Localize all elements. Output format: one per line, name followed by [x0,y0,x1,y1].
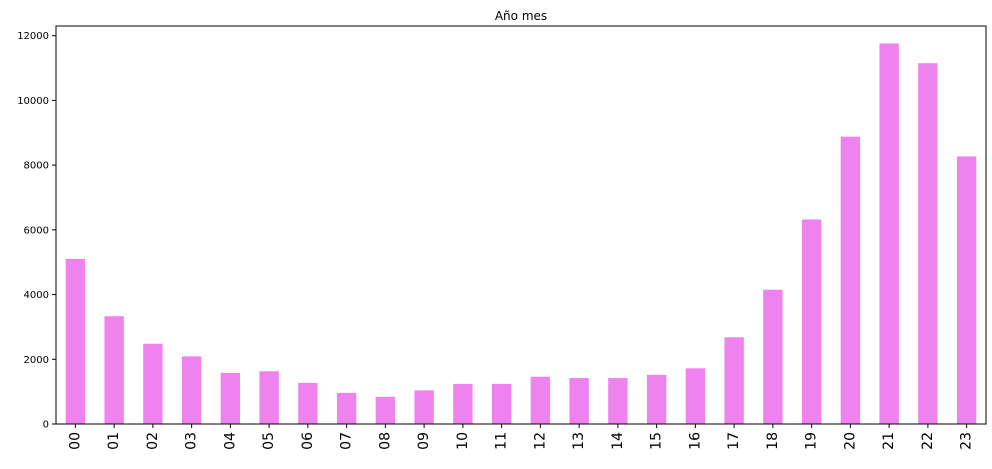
x-tick-label: 23 [959,432,975,450]
bar-22 [918,63,938,424]
bars-group [65,43,977,425]
bar-23 [956,156,977,425]
bar-16 [685,368,706,424]
x-tick-label: 10 [455,432,471,450]
x-tick-label: 20 [842,432,858,450]
bar-13 [569,378,589,424]
bar-18 [763,289,783,424]
chart-title: Año mes [495,9,547,23]
x-tick-label: 04 [222,432,238,450]
bar-05 [259,371,279,424]
bar-02 [143,343,163,424]
bar-07 [336,392,357,424]
y-tick-label: 0 [43,420,49,431]
bar-14 [608,378,628,424]
x-tick-label: 06 [300,432,316,450]
x-tick-label: 02 [145,432,161,450]
bar-11 [491,383,512,424]
x-tick-label: 22 [920,432,936,450]
bar-00 [65,258,86,424]
bar-10 [453,383,473,424]
x-tick-label: 11 [494,432,510,450]
bar-20 [840,136,861,424]
x-tick-label: 08 [377,432,393,450]
bar-03 [181,356,202,424]
x-tick-label: 00 [67,432,83,450]
bar-19 [801,219,822,424]
plot-frame [55,25,987,425]
x-tick-label: 18 [765,432,781,450]
bar-06 [298,382,318,424]
y-tick-label: 12000 [17,31,49,42]
x-tick-label: 19 [804,432,820,450]
bar-04 [220,372,241,424]
bar-12 [530,376,551,424]
x-tick-label: 01 [106,432,122,450]
x-tick-label: 09 [416,432,432,450]
y-tick-label: 8000 [24,161,49,172]
y-tick-label: 10000 [17,96,49,107]
y-tick-label: 4000 [24,290,49,301]
bar-08 [375,396,396,424]
y-axis: 0 2000 4000 6000 8000 10000 12000 [17,31,56,431]
x-tick-label: 16 [687,432,703,450]
x-tick-label: 03 [184,432,200,450]
x-tick-label: 05 [261,432,277,450]
x-axis: 00 01 02 03 04 05 06 07 08 09 10 11 12 13 14 15 16 17 18 19… [67,424,975,450]
x-tick-label: 21 [881,432,897,450]
x-tick-label: 14 [610,432,626,450]
x-tick-label: 15 [649,432,665,450]
y-tick-label: 2000 [24,355,49,366]
bar-09 [414,390,434,424]
x-tick-label: 12 [532,432,548,450]
bar-17 [724,337,744,424]
y-tick-label: 6000 [24,225,49,236]
x-tick-label: 17 [726,432,742,450]
bar-01 [104,316,124,424]
bar-21 [879,43,899,424]
bar-15 [646,374,667,424]
x-tick-label: 13 [571,432,587,450]
x-tick-label: 07 [339,432,355,450]
